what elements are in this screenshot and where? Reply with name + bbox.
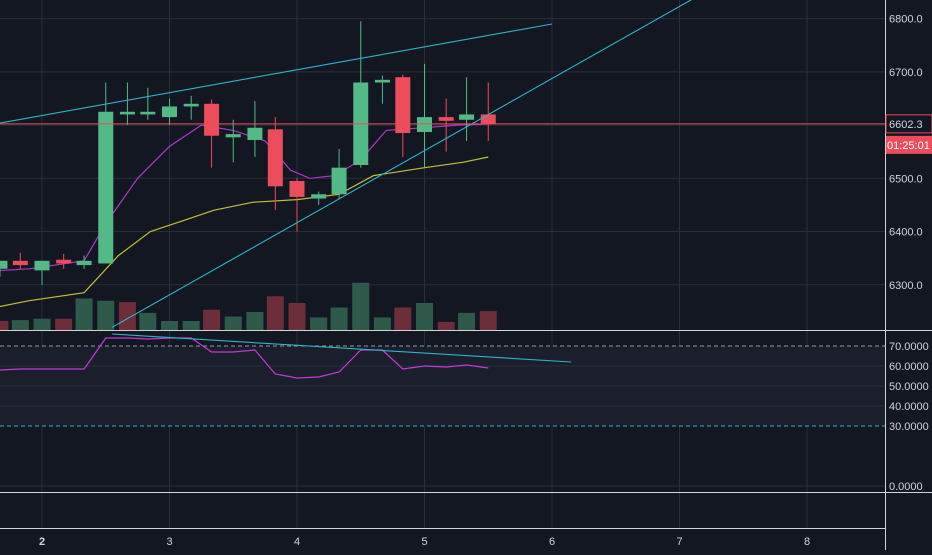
candle-body — [311, 194, 327, 199]
volume-bar — [139, 312, 157, 330]
trendline — [0, 23, 553, 124]
rsi-tick-label: 30.0000 — [889, 421, 929, 433]
volume-bar — [0, 321, 9, 330]
countdown-box — [886, 135, 932, 154]
volume-bar — [266, 296, 284, 330]
price-tick-label: 6800.0 — [889, 14, 923, 26]
volume-bar — [118, 302, 136, 330]
candle-body — [480, 114, 496, 125]
rsi-tick-label: 70.0000 — [889, 341, 929, 353]
volume-bar — [203, 309, 221, 330]
rsi-tick-label: 40.0000 — [889, 401, 929, 413]
candle-body — [0, 260, 8, 269]
volume-bar — [75, 298, 93, 330]
candle-body — [204, 103, 220, 136]
volume-bar — [161, 321, 178, 330]
volume-bar — [288, 303, 306, 330]
volume-bar — [416, 303, 433, 330]
time-tick-label: 7 — [676, 536, 682, 548]
price-tick-label: 6300.0 — [889, 280, 923, 292]
price-tick-label: 6400.0 — [889, 227, 923, 239]
candle-body — [162, 106, 177, 118]
volume-bar — [458, 312, 476, 330]
volume-bar — [394, 307, 412, 330]
volume-bar — [246, 312, 264, 330]
candle-body — [438, 117, 454, 121]
candle-body — [98, 111, 114, 264]
price-tick-label: 6700.0 — [889, 67, 923, 79]
candle-body — [34, 260, 50, 271]
rsi-trendline — [112, 333, 572, 363]
time-tick-label: 3 — [166, 536, 172, 548]
trendline — [111, 0, 692, 328]
candle-body — [225, 134, 241, 138]
time-tick-label: 5 — [421, 536, 427, 548]
volume-bar — [373, 317, 391, 330]
time-tick-label: 2 — [39, 536, 45, 548]
volume-bar — [352, 282, 370, 330]
rsi-tick-label: 60.0000 — [889, 361, 929, 373]
volume-bar — [224, 316, 242, 330]
candle-body — [140, 111, 156, 115]
rsi-tick-label: 0.0000 — [889, 481, 923, 493]
time-tick-label: 6 — [549, 536, 555, 548]
volume-bar — [182, 321, 200, 330]
candle-body — [12, 260, 28, 266]
candle-body — [267, 129, 283, 187]
candle-body — [56, 259, 72, 264]
last-price-box — [885, 114, 932, 134]
time-tick-label: 4 — [294, 536, 300, 548]
rsi-line — [0, 337, 489, 379]
price-tick-label: 6500.0 — [889, 173, 923, 185]
volume-bar — [97, 300, 115, 330]
volume-bar — [479, 311, 497, 330]
candle-body — [183, 103, 199, 107]
rsi-tick-label: 50.0000 — [889, 381, 929, 393]
candle-body — [247, 127, 263, 140]
volume-bar — [55, 318, 73, 330]
candle-body — [395, 77, 411, 134]
candle-body — [76, 260, 92, 266]
candle-body — [331, 167, 347, 195]
time-tick-label: 8 — [804, 536, 810, 548]
volume-bar — [437, 321, 455, 330]
candle-body — [417, 117, 432, 132]
candle-body — [289, 180, 305, 197]
countdown-label: 01:25:01 — [887, 140, 930, 152]
last-price-label: 6602.3 — [889, 119, 923, 131]
volume-bar — [330, 307, 348, 330]
volume-bar — [310, 317, 328, 330]
volume-bar — [33, 318, 51, 330]
candle-body — [459, 114, 475, 120]
volume-bar — [11, 320, 29, 330]
candle-body — [119, 111, 135, 115]
candle-body — [374, 79, 390, 83]
ma-slow-line — [0, 156, 489, 308]
